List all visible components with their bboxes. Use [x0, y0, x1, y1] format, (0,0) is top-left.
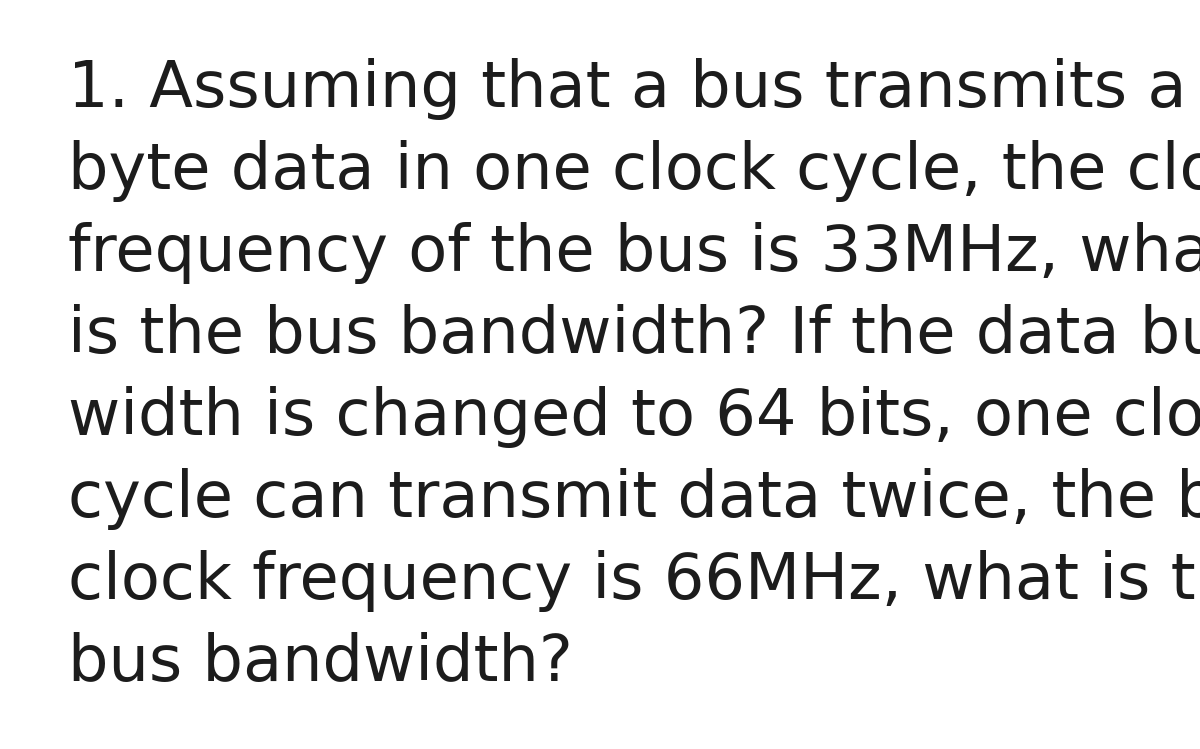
Text: byte data in one clock cycle, the clock: byte data in one clock cycle, the clock	[68, 140, 1200, 202]
Text: width is changed to 64 bits, one clock: width is changed to 64 bits, one clock	[68, 386, 1200, 448]
Text: is the bus bandwidth? If the data bus: is the bus bandwidth? If the data bus	[68, 304, 1200, 366]
Text: 1. Assuming that a bus transmits a 4-: 1. Assuming that a bus transmits a 4-	[68, 58, 1200, 120]
Text: bus bandwidth?: bus bandwidth?	[68, 632, 572, 694]
Text: cycle can transmit data twice, the bus: cycle can transmit data twice, the bus	[68, 468, 1200, 530]
Text: clock frequency is 66MHz, what is the: clock frequency is 66MHz, what is the	[68, 550, 1200, 612]
Text: frequency of the bus is 33MHz, what: frequency of the bus is 33MHz, what	[68, 222, 1200, 284]
